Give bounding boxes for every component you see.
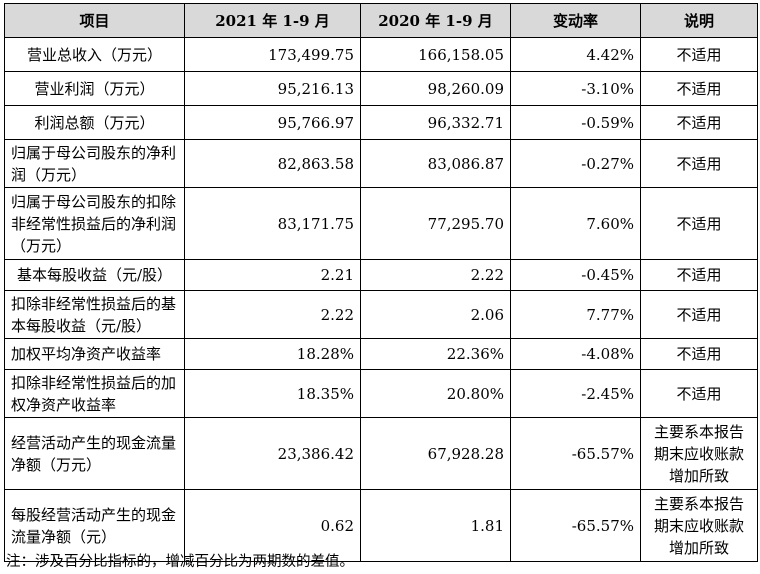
change-rate: -0.45% <box>510 259 641 291</box>
table-row: 扣除非经常性损益后的基本每股收益（元/股） 2.22 2.06 7.77% 不适… <box>4 290 758 339</box>
value-2021: 82,863.58 <box>184 139 361 188</box>
value-2021: 2.21 <box>184 259 361 291</box>
value-2020: 96,332.71 <box>360 105 511 140</box>
table-row: 基本每股收益（元/股） 2.21 2.22 -0.45% 不适用 <box>4 259 758 291</box>
note: 不适用 <box>640 259 758 291</box>
header-2021: 2021 年 1-9 月 <box>184 3 361 38</box>
change-rate: 7.60% <box>510 187 641 260</box>
table-row: 扣除非经常性损益后的加权净资产收益率 18.35% 20.80% -2.45% … <box>4 369 758 418</box>
row-item: 营业利润（万元） <box>4 71 185 106</box>
table-row: 每股经营活动产生的现金流量净额（元） 0.62 1.81 -65.57% 主要系… <box>4 489 758 562</box>
change-rate: -4.08% <box>510 338 641 370</box>
footnote: 注：涉及百分比指标的，增减百分比为两期数的差值。 <box>6 554 354 570</box>
change-rate: -0.27% <box>510 139 641 188</box>
value-2021: 95,216.13 <box>184 71 361 106</box>
row-item: 归属于母公司股东的扣除非经常性损益后的净利润（万元） <box>4 187 185 260</box>
row-item: 归属于母公司股东的净利润（万元） <box>4 139 185 188</box>
row-item: 每股经营活动产生的现金流量净额（元） <box>4 489 185 562</box>
row-item: 扣除非经常性损益后的加权净资产收益率 <box>4 369 185 418</box>
table-row: 归属于母公司股东的净利润（万元） 82,863.58 83,086.87 -0.… <box>4 139 758 188</box>
table-row: 加权平均净资产收益率 18.28% 22.36% -4.08% 不适用 <box>4 338 758 370</box>
row-item: 加权平均净资产收益率 <box>4 338 185 370</box>
note: 不适用 <box>640 105 758 140</box>
change-rate: -65.57% <box>510 417 641 490</box>
header-item: 项目 <box>4 3 185 38</box>
note: 主要系本报告期末应收账款增加所致 <box>640 417 758 490</box>
financial-table: 项目 2021 年 1-9 月 2020 年 1-9 月 变动率 说明 营业总收… <box>4 3 758 562</box>
table-row: 利润总额（万元） 95,766.97 96,332.71 -0.59% 不适用 <box>4 105 758 140</box>
value-2021: 173,499.75 <box>184 37 361 72</box>
value-2021: 18.35% <box>184 369 361 418</box>
value-2021: 83,171.75 <box>184 187 361 260</box>
value-2020: 20.80% <box>360 369 511 418</box>
row-item: 基本每股收益（元/股） <box>4 259 185 291</box>
row-item: 扣除非经常性损益后的基本每股收益（元/股） <box>4 290 185 339</box>
change-rate: -2.45% <box>510 369 641 418</box>
note: 不适用 <box>640 338 758 370</box>
note: 不适用 <box>640 187 758 260</box>
change-rate: -3.10% <box>510 71 641 106</box>
note: 不适用 <box>640 139 758 188</box>
table-row: 经营活动产生的现金流量净额（万元） 23,386.42 67,928.28 -6… <box>4 417 758 490</box>
change-rate: -0.59% <box>510 105 641 140</box>
value-2020: 2.22 <box>360 259 511 291</box>
value-2020: 98,260.09 <box>360 71 511 106</box>
header-note: 说明 <box>640 3 758 38</box>
value-2020: 166,158.05 <box>360 37 511 72</box>
value-2020: 67,928.28 <box>360 417 511 490</box>
value-2021: 23,386.42 <box>184 417 361 490</box>
table-row: 营业利润（万元） 95,216.13 98,260.09 -3.10% 不适用 <box>4 71 758 106</box>
change-rate: 4.42% <box>510 37 641 72</box>
value-2021: 18.28% <box>184 338 361 370</box>
note: 不适用 <box>640 71 758 106</box>
value-2020: 22.36% <box>360 338 511 370</box>
note: 不适用 <box>640 37 758 72</box>
table-row: 营业总收入（万元） 173,499.75 166,158.05 4.42% 不适… <box>4 37 758 72</box>
note: 不适用 <box>640 290 758 339</box>
row-item: 利润总额（万元） <box>4 105 185 140</box>
table-header-row: 项目 2021 年 1-9 月 2020 年 1-9 月 变动率 说明 <box>4 3 758 38</box>
header-change: 变动率 <box>510 3 641 38</box>
value-2020: 2.06 <box>360 290 511 339</box>
row-item: 营业总收入（万元） <box>4 37 185 72</box>
value-2021: 95,766.97 <box>184 105 361 140</box>
change-rate: 7.77% <box>510 290 641 339</box>
value-2020: 83,086.87 <box>360 139 511 188</box>
note: 主要系本报告期末应收账款增加所致 <box>640 489 758 562</box>
value-2020: 77,295.70 <box>360 187 511 260</box>
change-rate: -65.57% <box>510 489 641 562</box>
value-2021: 0.62 <box>184 489 361 562</box>
table-row: 归属于母公司股东的扣除非经常性损益后的净利润（万元） 83,171.75 77,… <box>4 187 758 260</box>
value-2021: 2.22 <box>184 290 361 339</box>
note: 不适用 <box>640 369 758 418</box>
value-2020: 1.81 <box>360 489 511 562</box>
row-item: 经营活动产生的现金流量净额（万元） <box>4 417 185 490</box>
header-2020: 2020 年 1-9 月 <box>360 3 511 38</box>
